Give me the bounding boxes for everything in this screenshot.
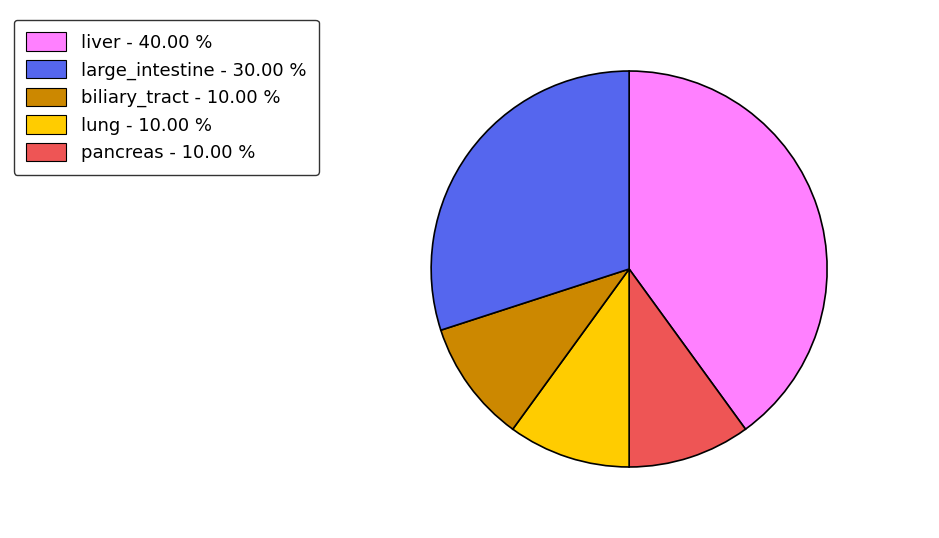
Wedge shape — [440, 269, 629, 429]
Legend: liver - 40.00 %, large_intestine - 30.00 %, biliary_tract - 10.00 %, lung - 10.0: liver - 40.00 %, large_intestine - 30.00… — [14, 20, 318, 175]
Wedge shape — [431, 71, 629, 330]
Wedge shape — [513, 269, 629, 467]
Wedge shape — [629, 71, 827, 429]
Wedge shape — [629, 269, 746, 467]
